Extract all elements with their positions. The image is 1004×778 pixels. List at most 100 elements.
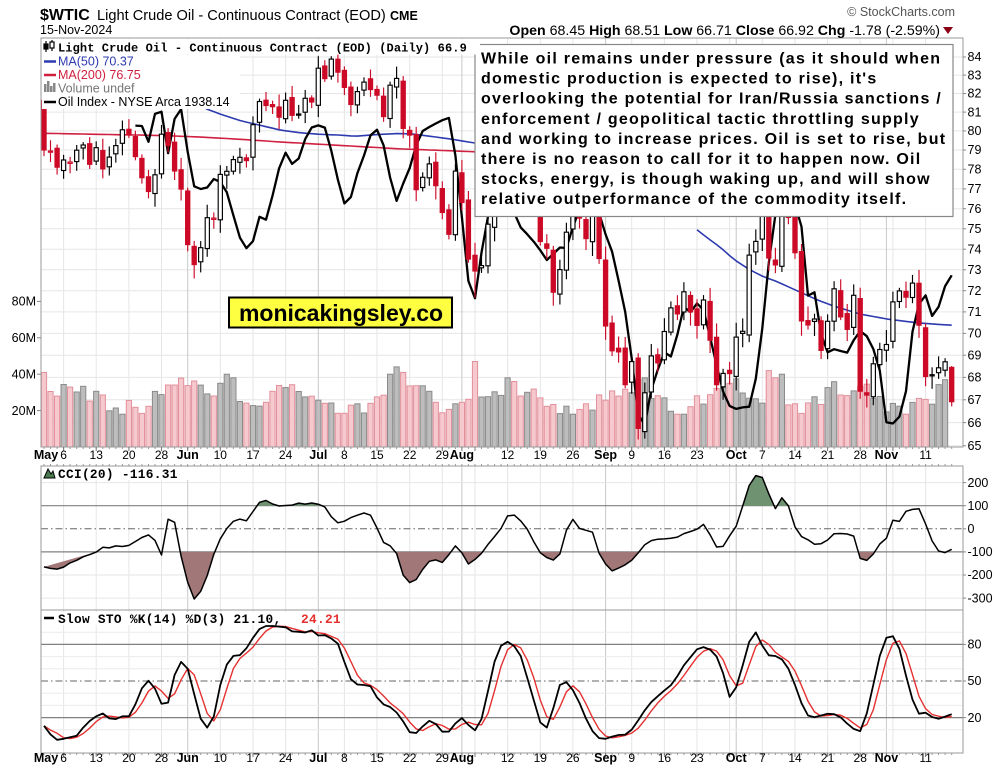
svg-text:74: 74 [968, 242, 982, 256]
svg-text:24.21: 24.21 [301, 612, 341, 627]
svg-text:Nov: Nov [875, 448, 899, 462]
svg-text:81: 81 [968, 105, 982, 119]
svg-text:65: 65 [968, 439, 982, 453]
svg-text:Slow STO %K(14) %D(3) 21.10,: Slow STO %K(14) %D(3) 21.10, [58, 612, 281, 627]
svg-text:69: 69 [968, 348, 982, 362]
svg-text:15-Nov-2024: 15-Nov-2024 [40, 23, 112, 37]
svg-text:28: 28 [854, 448, 868, 462]
svg-text:relative outperformance of the: relative outperformance of the commodity… [481, 191, 907, 208]
svg-text:21: 21 [821, 751, 835, 765]
svg-text:-300: -300 [968, 591, 993, 605]
svg-text:Oct: Oct [726, 751, 748, 765]
svg-text:73: 73 [968, 263, 982, 277]
svg-text:80: 80 [968, 124, 982, 138]
svg-text:domestic production is expecte: domestic production is expected to rise)… [481, 71, 877, 88]
svg-text:9: 9 [628, 751, 635, 765]
svg-text:Nov: Nov [875, 751, 899, 765]
svg-text:11: 11 [919, 751, 932, 765]
svg-text:23: 23 [690, 448, 704, 462]
svg-text:Oil Index - NYSE Arca 1938.14: Oil Index - NYSE Arca 1938.14 [58, 95, 230, 109]
svg-text:16: 16 [658, 751, 672, 765]
svg-text:20: 20 [122, 448, 136, 462]
svg-text:10: 10 [214, 751, 228, 765]
svg-text:71: 71 [968, 305, 982, 319]
svg-text:67: 67 [968, 393, 982, 407]
svg-text:28: 28 [854, 751, 868, 765]
svg-text:7: 7 [759, 751, 766, 765]
svg-text:22: 22 [403, 448, 417, 462]
svg-text:23: 23 [690, 751, 704, 765]
svg-text:Open 68.45 High 68.51 Low 66.7: Open 68.45 High 68.51 Low 66.71 Close 66… [509, 23, 940, 39]
svg-text:-200: -200 [968, 568, 993, 582]
svg-text:72: 72 [968, 284, 982, 298]
svg-text:20: 20 [122, 751, 136, 765]
svg-text:17: 17 [246, 751, 260, 765]
svg-text:Aug: Aug [450, 448, 474, 462]
svg-text:15: 15 [370, 448, 384, 462]
svg-text:22: 22 [403, 751, 417, 765]
svg-text:50: 50 [968, 674, 982, 688]
svg-text:78: 78 [968, 163, 982, 177]
svg-text:Volume undef: Volume undef [58, 82, 135, 96]
svg-text:9: 9 [628, 448, 635, 462]
svg-text:0: 0 [968, 522, 975, 536]
svg-text:12: 12 [501, 751, 515, 765]
svg-text:12: 12 [501, 448, 515, 462]
svg-text:20M: 20M [12, 404, 36, 418]
svg-text:7: 7 [759, 448, 766, 462]
svg-text:While oil remains under pressu: While oil remains under pressure (as it … [481, 51, 941, 68]
svg-text:19: 19 [534, 751, 548, 765]
svg-text:24: 24 [279, 751, 293, 765]
svg-text:77: 77 [968, 182, 982, 196]
svg-text:13: 13 [90, 751, 104, 765]
svg-text:8: 8 [341, 751, 348, 765]
svg-text:66: 66 [968, 416, 982, 430]
svg-text:29: 29 [436, 751, 450, 765]
svg-text:6: 6 [60, 751, 67, 765]
svg-text:-100: -100 [968, 545, 993, 559]
svg-text:84: 84 [968, 50, 982, 64]
svg-text:200: 200 [968, 476, 989, 490]
svg-text:26: 26 [566, 448, 580, 462]
svg-text:8: 8 [341, 448, 348, 462]
svg-text:10: 10 [214, 448, 228, 462]
svg-text:Jun: Jun [177, 751, 199, 765]
svg-text:Sep: Sep [594, 448, 617, 462]
svg-text:100: 100 [968, 499, 989, 513]
svg-text:15: 15 [370, 751, 384, 765]
svg-text:28: 28 [155, 448, 169, 462]
svg-text:May: May [34, 448, 58, 462]
svg-text:79: 79 [968, 143, 982, 157]
svg-text:Jul: Jul [309, 751, 327, 765]
svg-text:14: 14 [788, 448, 802, 462]
svg-text:28: 28 [155, 751, 169, 765]
svg-text:overlooking the potential for: overlooking the potential for Iran/Russi… [481, 91, 942, 108]
svg-text:70: 70 [968, 327, 982, 341]
svg-text:60M: 60M [12, 331, 36, 345]
svg-text:75: 75 [968, 222, 982, 236]
svg-text:© StockCharts.com: © StockCharts.com [847, 5, 955, 19]
svg-text:MA(200) 76.75: MA(200) 76.75 [58, 68, 141, 82]
svg-text:29: 29 [436, 448, 450, 462]
svg-text:Aug: Aug [450, 751, 474, 765]
svg-text:CME: CME [390, 9, 418, 23]
svg-text:83: 83 [968, 68, 982, 82]
svg-text:stocks, energy, is though waki: stocks, energy, is though waking up, and… [481, 171, 931, 188]
svg-text:6: 6 [60, 448, 67, 462]
svg-text:Jun: Jun [177, 448, 199, 462]
svg-text:MA(50) 70.37: MA(50) 70.37 [58, 55, 134, 69]
svg-text:40M: 40M [12, 367, 36, 381]
svg-text:14: 14 [788, 751, 802, 765]
svg-text:76: 76 [968, 202, 982, 216]
svg-text:17: 17 [246, 448, 260, 462]
svg-text:20: 20 [968, 711, 982, 725]
svg-text:13: 13 [90, 448, 104, 462]
svg-text:26: 26 [566, 751, 580, 765]
svg-text:Light Crude Oil - Continuous C: Light Crude Oil - Continuous Contract (E… [58, 42, 467, 56]
svg-text:there is no reason to call for: there is no reason to call for it to hap… [481, 151, 921, 168]
svg-text:$WTIC: $WTIC [40, 7, 90, 24]
svg-text:Jul: Jul [309, 448, 327, 462]
svg-text:19: 19 [534, 448, 548, 462]
svg-text:82: 82 [968, 87, 982, 101]
svg-text:CCI(20) -116.31: CCI(20) -116.31 [58, 467, 178, 482]
